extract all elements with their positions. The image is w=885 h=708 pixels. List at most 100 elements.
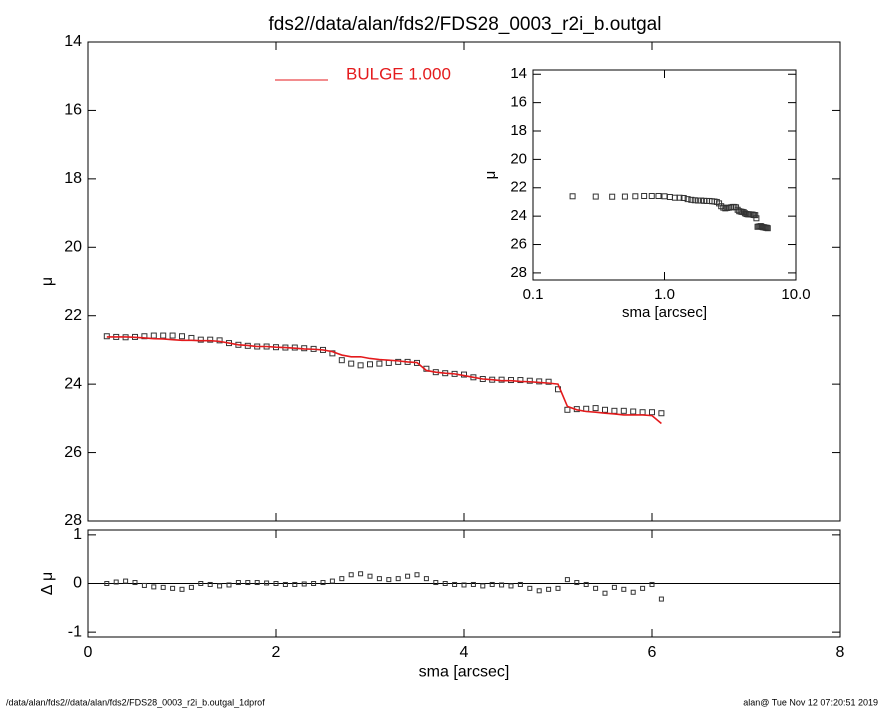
data-point	[292, 581, 298, 587]
data-point	[753, 215, 760, 222]
data-point	[489, 581, 495, 587]
data-point	[499, 582, 505, 588]
x-tick-label: 2	[272, 644, 281, 661]
data-point	[666, 193, 673, 200]
data-point	[648, 193, 655, 199]
data-point	[593, 585, 599, 591]
data-point	[649, 409, 655, 416]
data-point	[602, 406, 608, 413]
data-point	[179, 586, 185, 592]
y-tick-label: 20	[510, 150, 527, 167]
y-tick-label: 20	[64, 239, 82, 256]
data-point	[198, 581, 204, 586]
data-point	[569, 193, 576, 200]
data-point	[649, 581, 655, 587]
data-point	[621, 193, 628, 200]
y-tick-label: 0	[73, 575, 82, 592]
data-point	[141, 582, 147, 588]
data-point	[688, 196, 695, 203]
data-point	[676, 194, 683, 201]
data-point	[320, 580, 326, 586]
data-point	[217, 583, 223, 589]
data-point	[564, 577, 570, 583]
data-point	[414, 572, 420, 578]
data-point	[442, 581, 448, 586]
data-point	[470, 581, 476, 587]
y-tick-label: 28	[510, 264, 527, 281]
footer-left: /data/alan/fds2//data/alan/fds2/FDS28_00…	[6, 697, 265, 707]
data-point	[527, 585, 533, 591]
data-point	[752, 212, 759, 219]
data-point	[658, 410, 665, 417]
data-point	[655, 193, 662, 199]
x-tick-label: 0.1	[523, 286, 544, 303]
data-point	[661, 193, 668, 200]
data-point	[517, 377, 524, 384]
legend-label: BULGE 1.000	[346, 64, 451, 83]
data-point	[338, 357, 345, 364]
data-point	[150, 332, 157, 339]
data-point	[632, 193, 639, 200]
data-point	[170, 585, 176, 591]
data-point	[197, 336, 204, 343]
data-point	[104, 581, 110, 586]
y-tick-label: 16	[64, 102, 82, 119]
data-point	[357, 362, 364, 369]
y-axis-label: Δ μ	[39, 572, 56, 595]
data-point	[684, 196, 691, 203]
data-point	[546, 586, 552, 592]
data-point	[348, 572, 354, 578]
data-point	[226, 582, 232, 588]
x-axis-label: sma [arcsec]	[419, 663, 510, 680]
data-point	[216, 337, 223, 344]
data-point	[329, 578, 335, 584]
plot-frame	[87, 41, 841, 522]
data-point	[188, 584, 194, 590]
x-axis-label: sma [arcsec]	[622, 304, 707, 321]
data-point	[358, 571, 364, 577]
y-tick-label: 14	[510, 65, 527, 82]
data-point	[386, 577, 392, 583]
data-point	[452, 581, 458, 587]
data-point	[526, 377, 533, 384]
data-point	[207, 581, 213, 587]
data-point	[132, 580, 138, 586]
data-point	[376, 576, 382, 582]
y-axis-label: μ	[482, 171, 499, 180]
data-point	[348, 360, 355, 367]
x-tick-label: 6	[648, 644, 657, 661]
data-point	[583, 581, 589, 587]
y-tick-label: 16	[510, 94, 527, 111]
y-tick-label: 18	[510, 122, 527, 139]
data-point	[423, 576, 429, 582]
data-point	[433, 580, 439, 586]
data-point	[207, 336, 214, 343]
data-point	[264, 580, 270, 586]
data-point	[301, 581, 307, 587]
y-tick-label: -1	[68, 623, 82, 640]
chart-title: fds2//data/alan/fds2/FDS28_0003_r2i_b.ou…	[269, 14, 662, 35]
data-point	[254, 580, 260, 586]
data-point	[680, 194, 687, 201]
data-point	[367, 361, 373, 368]
data-point	[245, 580, 251, 586]
y-tick-label: 22	[64, 307, 82, 324]
data-point	[555, 585, 561, 591]
data-point	[611, 407, 618, 414]
data-point	[508, 583, 514, 589]
y-tick-label: 22	[510, 179, 527, 196]
data-point	[385, 359, 392, 366]
data-point	[169, 332, 176, 339]
data-point	[609, 193, 616, 200]
data-point	[151, 584, 157, 590]
data-point	[536, 378, 543, 385]
data-point	[592, 405, 599, 412]
data-point	[621, 586, 627, 592]
data-point	[160, 332, 167, 339]
data-point	[113, 579, 119, 585]
data-point	[639, 409, 646, 416]
y-tick-label: 28	[64, 512, 82, 529]
data-point	[367, 573, 373, 579]
